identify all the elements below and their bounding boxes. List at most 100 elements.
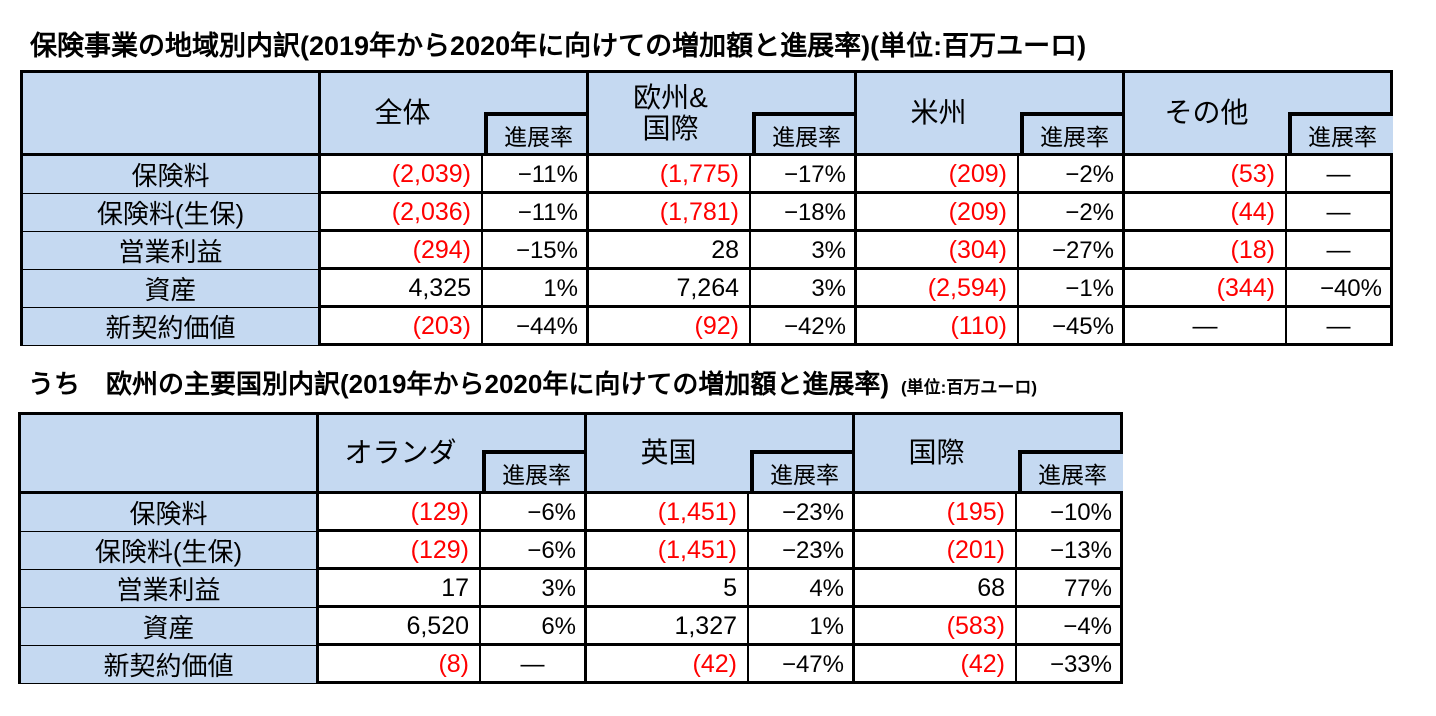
cell-pct: 1%: [481, 270, 586, 307]
pct-header: 進展率: [752, 112, 857, 153]
cell-pct: —: [479, 646, 584, 683]
cell-pct: −15%: [481, 232, 586, 269]
region-label: 国際: [908, 437, 965, 469]
cell-pct: 6%: [479, 608, 584, 645]
column-group-header: 国際 進展率: [852, 415, 1123, 491]
table-title: うち 欧州の主要国別内訳(2019年から2020年に向けての増加額と進展率) (単…: [28, 364, 1123, 401]
cell-pct: −2%: [1017, 194, 1122, 231]
table-row: 新契約価値 (8) — (42) −47% (42) −33%: [21, 643, 1120, 683]
cell-value: (92): [586, 308, 749, 345]
region-label: オランダ: [344, 437, 457, 469]
data-table: オランダ 進展率 英国 進展率 国際 進展率 保険料 (129) −6% (1,451) −23%…: [18, 412, 1123, 684]
cell-value: 68: [852, 570, 1015, 607]
cell-value: (2,036): [318, 194, 481, 231]
cell-pct: −6%: [479, 494, 584, 531]
cell-value: (1,781): [586, 194, 749, 231]
table-row: 営業利益 (294) −15% 28 3% (304) −27% (18) —: [23, 229, 1390, 269]
cell-pct: —: [1285, 194, 1390, 231]
table-body: 保険料 (129) −6% (1,451) −23% (195) −10% 保険料(生保) (1…: [21, 491, 1120, 683]
cell-pct: −44%: [481, 308, 586, 345]
cell-pct: −23%: [747, 532, 852, 569]
cell-pct: −18%: [749, 194, 854, 231]
cell-pct: −11%: [481, 194, 586, 231]
cell-value: 6,520: [316, 608, 479, 645]
cell-value: 5: [584, 570, 747, 607]
cell-pct: −10%: [1015, 494, 1120, 531]
header-label-spacer: [21, 415, 316, 491]
cell-pct: 3%: [479, 570, 584, 607]
pct-column: 進展率: [752, 73, 857, 153]
pct-column: 進展率: [482, 415, 587, 491]
column-group-header: 英国 進展率: [584, 415, 855, 491]
europe-country-breakdown-table-section: うち 欧州の主要国別内訳(2019年から2020年に向けての増加額と進展率) (単…: [18, 364, 1123, 684]
column-group-header: 全体 進展率: [318, 73, 589, 153]
cell-pct: −13%: [1015, 532, 1120, 569]
cell-pct: 4%: [747, 570, 852, 607]
cell-value: (344): [1122, 270, 1285, 307]
table-row: 資産 6,520 6% 1,327 1% (583) −4%: [21, 605, 1120, 645]
cell-value: 17: [316, 570, 479, 607]
row-label: 資産: [23, 270, 318, 307]
cell-pct: 1%: [747, 608, 852, 645]
row-label: 保険料: [23, 156, 318, 193]
cell-value: (42): [584, 646, 747, 683]
cell-value: (42): [852, 646, 1015, 683]
row-label: 資産: [21, 608, 316, 645]
pct-column: 進展率: [1288, 73, 1393, 153]
region-label: 欧州& 国際: [633, 81, 708, 144]
column-group-header: 欧州& 国際 進展率: [586, 73, 857, 153]
table-title-text: 保険事業の地域別内訳(2019年から2020年に向けての増加額と進展率): [30, 31, 871, 61]
row-label: 新契約価値: [23, 308, 318, 345]
cell-pct: −11%: [481, 156, 586, 193]
table-title-text: うち 欧州の主要国別内訳(2019年から2020年に向けての増加額と進展率): [28, 369, 889, 399]
cell-pct: −6%: [479, 532, 584, 569]
cell-value: 7,264: [586, 270, 749, 307]
cell-pct: −2%: [1017, 156, 1122, 193]
row-label: 保険料(生保): [23, 194, 318, 231]
cell-value: (1,775): [586, 156, 749, 193]
column-group-header: オランダ 進展率: [316, 415, 587, 491]
cell-pct: −33%: [1015, 646, 1120, 683]
pct-header: 進展率: [1288, 112, 1393, 153]
cell-value: (209): [854, 194, 1017, 231]
table-row: 保険料 (129) −6% (1,451) −23% (195) −10%: [21, 491, 1120, 531]
cell-pct: 77%: [1015, 570, 1120, 607]
cell-value: (294): [318, 232, 481, 269]
table-row: 保険料(生保) (2,036) −11% (1,781) −18% (209) −2% (44…: [23, 191, 1390, 231]
cell-value: —: [1122, 308, 1285, 345]
cell-value: (44): [1122, 194, 1285, 231]
cell-pct: 3%: [749, 270, 854, 307]
pct-header: 進展率: [482, 450, 587, 491]
cell-pct: —: [1285, 232, 1390, 269]
cell-value: 28: [586, 232, 749, 269]
cell-value: (53): [1122, 156, 1285, 193]
region-label: その他: [1164, 97, 1249, 129]
column-group-header: その他 進展率: [1122, 73, 1393, 153]
regional-breakdown-table-section: 保険事業の地域別内訳(2019年から2020年に向けての増加額と進展率)(単位:…: [20, 24, 1393, 346]
region-label: 米州: [910, 97, 967, 129]
pct-column: 進展率: [1018, 415, 1123, 491]
cell-pct: −1%: [1017, 270, 1122, 307]
cell-value: (110): [854, 308, 1017, 345]
table-row: 資産 4,325 1% 7,264 3% (2,594) −1% (344) −40%: [23, 267, 1390, 307]
pct-column: 進展率: [484, 73, 589, 153]
row-label: 営業利益: [21, 570, 316, 607]
cell-value: (1,451): [584, 494, 747, 531]
cell-value: (583): [852, 608, 1015, 645]
cell-pct: −27%: [1017, 232, 1122, 269]
data-table: 全体 進展率 欧州& 国際 進展率 米州 進展率 その他 進展率 保険料 (2,039) −11%…: [20, 70, 1393, 346]
table-row: 営業利益 17 3% 5 4% 68 77%: [21, 567, 1120, 607]
region-label: 全体: [374, 97, 431, 129]
cell-pct: —: [1285, 308, 1390, 345]
table-header-row: オランダ 進展率 英国 進展率 国際 進展率: [21, 415, 1123, 491]
cell-value: 1,327: [584, 608, 747, 645]
pct-header: 進展率: [1018, 450, 1123, 491]
unit-label: (単位:百万ユーロ): [901, 378, 1037, 397]
cell-pct: −47%: [747, 646, 852, 683]
unit-label: (単位:百万ユーロ): [870, 31, 1087, 61]
cell-pct: 3%: [749, 232, 854, 269]
row-label: 保険料: [21, 494, 316, 531]
cell-value: (129): [316, 532, 479, 569]
cell-value: (203): [318, 308, 481, 345]
